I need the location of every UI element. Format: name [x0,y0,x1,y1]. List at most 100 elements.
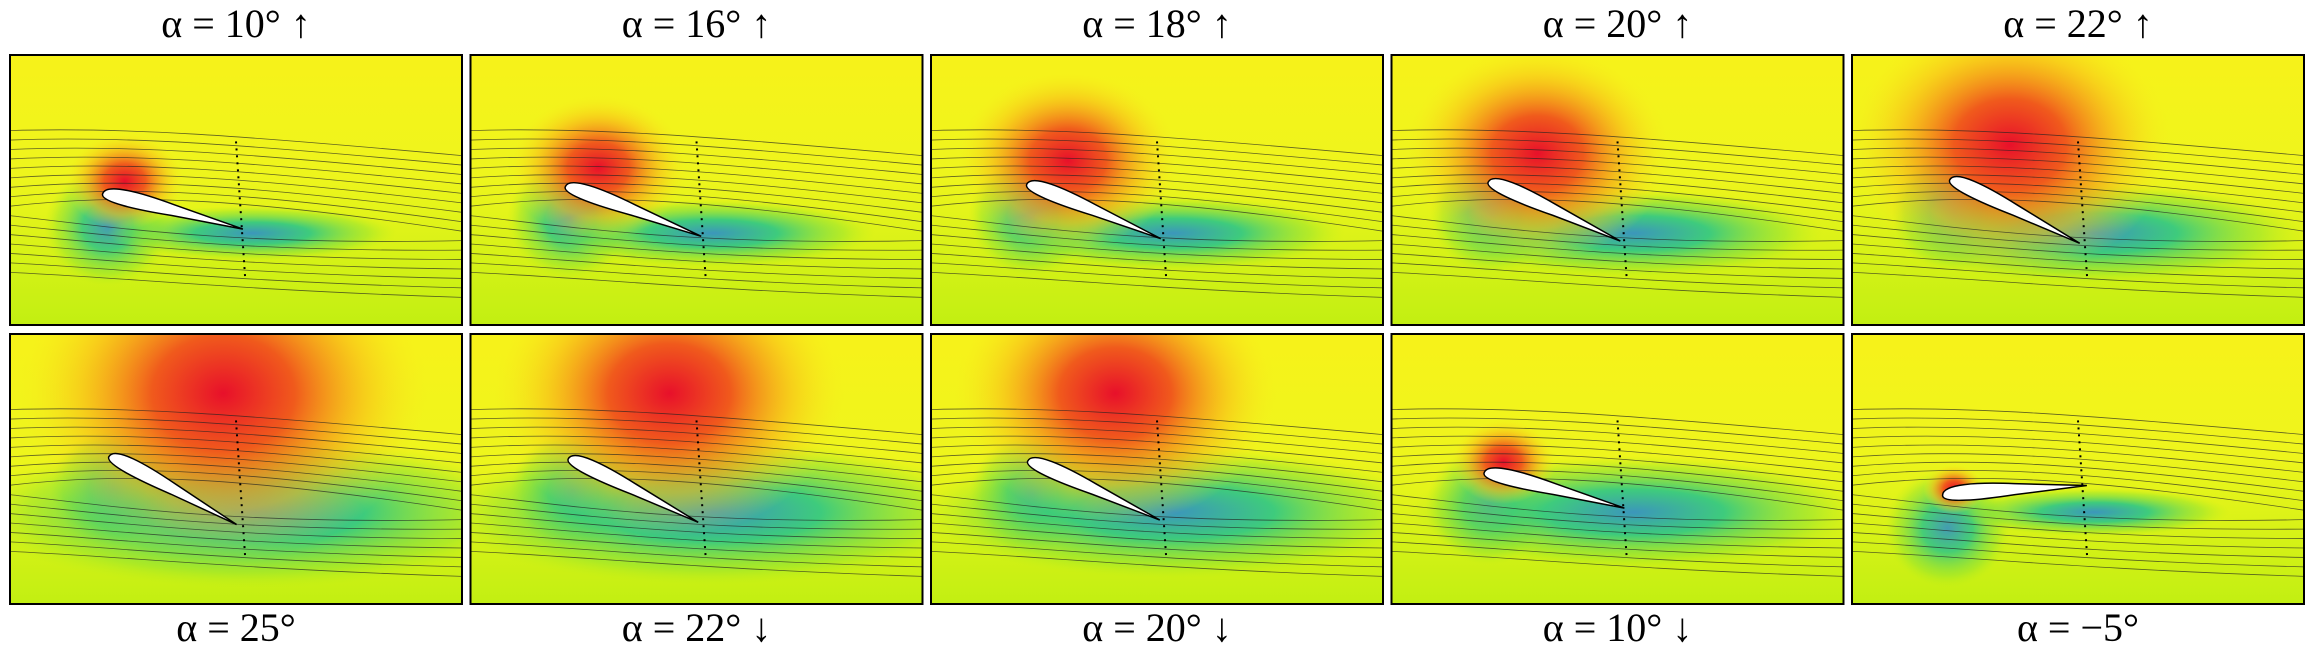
streamline [931,138,1383,166]
streamline [1391,129,1844,156]
streamline [931,426,1383,454]
panel [930,54,1384,326]
streamline [931,190,1383,223]
streamline [931,435,1383,464]
streamline [1852,444,2304,473]
streamline [10,182,462,213]
streamline [10,503,462,530]
streamline [1852,478,2304,511]
streamline [470,190,923,223]
streamline [1391,503,1844,530]
streamline [931,156,1383,185]
streamline [10,156,462,185]
streamline [10,435,462,464]
panel-content [10,334,462,604]
streamline [10,253,462,279]
panel-content [1391,334,1844,604]
panel [1851,54,2305,326]
panel [9,54,463,326]
panel-label: α = 20° ↑ [1543,1,1693,46]
streamline [470,147,923,175]
streamline [1852,513,2304,539]
streamline [1852,129,2304,156]
panel-content [1391,55,1844,325]
panel-content [931,55,1383,325]
wake [107,205,397,261]
streamline [1852,147,2304,175]
streamline [470,478,923,511]
streamline [10,224,462,251]
streamline [931,243,1383,270]
streamline [470,262,923,289]
streamline [1852,182,2304,213]
streamline [1852,174,2304,204]
streamline [1852,156,2304,185]
panel [1390,54,1845,326]
panel-label: α = 16° ↑ [622,1,772,46]
suction-peak [19,334,428,560]
streamline [1391,147,1844,175]
streamline [1391,461,1844,492]
streamline [1391,532,1844,558]
airfoil [564,182,702,238]
streamline [10,494,462,521]
seed-line [1156,420,1168,556]
streamline [931,478,1383,511]
streamline [1391,469,1844,502]
streamline [10,444,462,473]
panel-border [1390,333,1845,605]
streamline [931,271,1383,298]
panel-content [1852,55,2304,325]
airfoil [108,452,237,526]
streamline [10,199,462,232]
streamline [1391,550,1844,577]
streamline [931,224,1383,251]
panel-border [469,333,924,605]
streamline [10,461,462,492]
streamline [470,129,923,156]
streamline [931,147,1383,175]
seed-line [1616,420,1628,556]
streamline [10,426,462,454]
airfoil [1948,175,2081,244]
panel-label: α = 20° ↓ [1082,605,1232,650]
suction-peak [957,71,1178,250]
panel-label: α = 22° ↑ [2003,1,2153,46]
streamline [1852,522,2304,549]
streamline [931,469,1383,502]
streamline [1391,444,1844,473]
panel-border [9,54,463,326]
streamline [10,478,462,511]
streamline [1852,408,2304,435]
seed-line [235,420,247,556]
panel-border [1390,54,1845,326]
streamline [1391,417,1844,445]
streamline [10,513,462,539]
panel [9,333,463,605]
streamline [10,550,462,577]
panel-label: α = −5° [2017,605,2139,650]
airfoil [1026,456,1161,521]
streamline [10,174,462,204]
panel-label: α = 25° [176,605,296,650]
panel-content [10,55,462,325]
streamline [470,215,923,242]
panel-border [469,54,924,326]
streamline [1852,253,2304,279]
panel [1851,333,2305,605]
panel-border [930,54,1384,326]
seed-line [695,141,707,277]
streamline [470,253,923,279]
panel-content [1852,334,2304,604]
streamline [931,174,1383,204]
streamline [10,532,462,558]
streamline [10,417,462,445]
suction-peak [510,95,687,240]
streamline [470,541,923,568]
streamline [1852,199,2304,232]
seed-line [235,141,247,277]
panel-border [930,333,1384,605]
streamline [1391,435,1844,464]
streamline [470,532,923,558]
streamline [10,215,462,242]
